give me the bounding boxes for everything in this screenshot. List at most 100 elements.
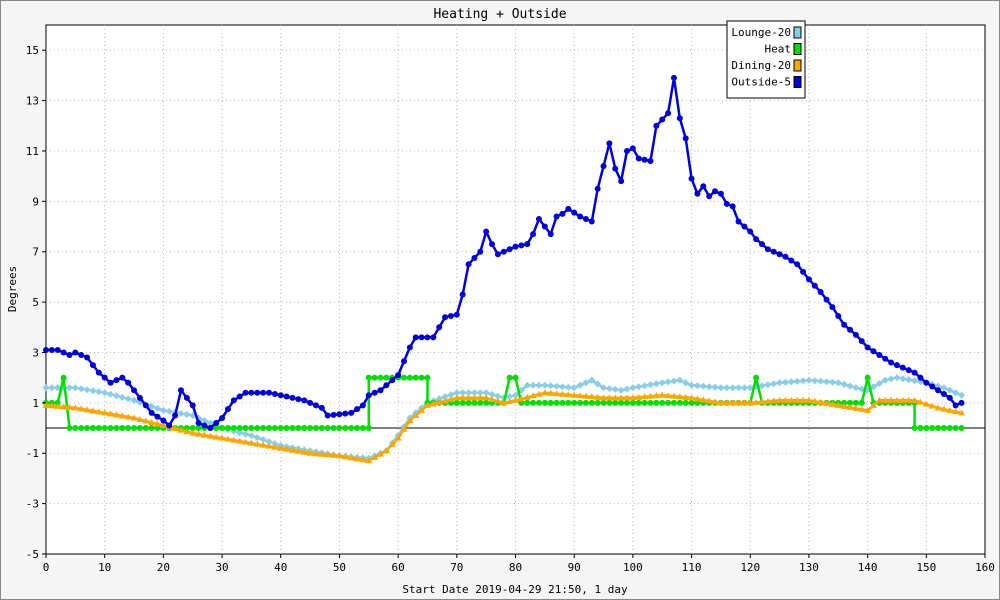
data-point <box>83 406 91 413</box>
data-point <box>705 383 713 391</box>
data-point <box>277 444 285 451</box>
data-point <box>348 409 355 416</box>
data-point <box>230 436 238 443</box>
data-point <box>101 425 108 432</box>
data-point <box>817 289 824 296</box>
data-point <box>517 395 525 402</box>
data-point <box>946 386 954 394</box>
data-point <box>952 389 960 397</box>
data-point <box>101 389 109 397</box>
data-point <box>142 402 149 409</box>
data-point <box>635 155 642 162</box>
data-point <box>629 384 637 392</box>
data-point <box>635 383 643 391</box>
data-point <box>159 422 167 429</box>
data-point <box>259 436 267 444</box>
data-point <box>118 393 126 401</box>
y-tick-label: 13 <box>26 95 39 108</box>
data-point <box>148 419 156 426</box>
data-point <box>494 392 502 400</box>
data-point <box>189 429 197 436</box>
data-point <box>652 392 660 399</box>
series-markers-dining-20 <box>42 389 966 464</box>
data-point <box>875 380 883 388</box>
data-point <box>529 381 537 389</box>
data-point <box>107 410 115 417</box>
data-point <box>905 376 913 384</box>
data-point <box>183 425 190 432</box>
data-point <box>840 402 848 409</box>
data-point <box>130 396 138 404</box>
data-point <box>112 411 120 418</box>
data-point <box>653 122 660 129</box>
data-point <box>647 399 654 406</box>
data-point <box>582 379 590 387</box>
legend-label: Heat <box>765 43 792 56</box>
data-point <box>828 400 836 407</box>
data-point <box>565 399 572 406</box>
data-point <box>658 379 666 387</box>
data-point <box>342 425 349 432</box>
data-point <box>119 425 126 432</box>
data-point <box>359 425 366 432</box>
data-point <box>341 453 349 460</box>
data-point <box>254 389 261 396</box>
data-point <box>665 110 672 117</box>
y-tick-label: -3 <box>26 498 39 511</box>
data-point <box>887 396 895 403</box>
data-point <box>131 387 138 394</box>
data-point <box>365 425 372 432</box>
data-point <box>893 362 900 369</box>
data-point <box>512 396 519 403</box>
data-point <box>470 389 478 397</box>
data-point <box>617 386 625 394</box>
data-point <box>230 397 237 404</box>
data-point <box>869 401 877 408</box>
data-point <box>307 399 314 406</box>
data-point <box>717 384 725 392</box>
data-point <box>705 397 713 404</box>
data-point <box>611 394 619 401</box>
data-point <box>706 193 713 200</box>
data-point <box>259 441 267 448</box>
data-point <box>459 389 467 397</box>
data-point <box>735 399 743 406</box>
data-point <box>911 396 919 403</box>
data-point <box>54 384 62 392</box>
data-point <box>377 387 384 394</box>
data-point <box>429 400 437 407</box>
legend-box <box>726 20 806 99</box>
data-point <box>72 349 79 356</box>
data-point <box>371 374 378 381</box>
data-point <box>570 384 578 392</box>
data-point <box>324 412 331 419</box>
series-dining-20 <box>42 389 966 464</box>
data-point <box>841 399 848 406</box>
data-point <box>400 374 407 381</box>
data-point <box>236 393 243 400</box>
data-point <box>377 450 385 457</box>
data-point <box>835 312 842 319</box>
data-point <box>712 188 719 195</box>
data-point <box>136 394 143 401</box>
data-point <box>218 434 226 441</box>
data-point <box>459 291 466 298</box>
data-point <box>834 379 842 387</box>
data-point <box>852 399 859 406</box>
data-point <box>453 389 461 397</box>
data-point <box>882 355 889 362</box>
data-point <box>646 392 654 399</box>
data-point <box>823 399 831 406</box>
data-point <box>553 213 560 220</box>
data-point <box>172 412 179 419</box>
data-point <box>253 434 261 442</box>
data-point <box>635 393 643 400</box>
data-point <box>171 425 179 432</box>
data-point <box>858 399 865 406</box>
data-point <box>841 321 848 328</box>
data-point <box>852 384 860 392</box>
data-point <box>224 435 232 442</box>
data-point <box>283 445 291 452</box>
x-tick-label: 60 <box>392 561 405 574</box>
